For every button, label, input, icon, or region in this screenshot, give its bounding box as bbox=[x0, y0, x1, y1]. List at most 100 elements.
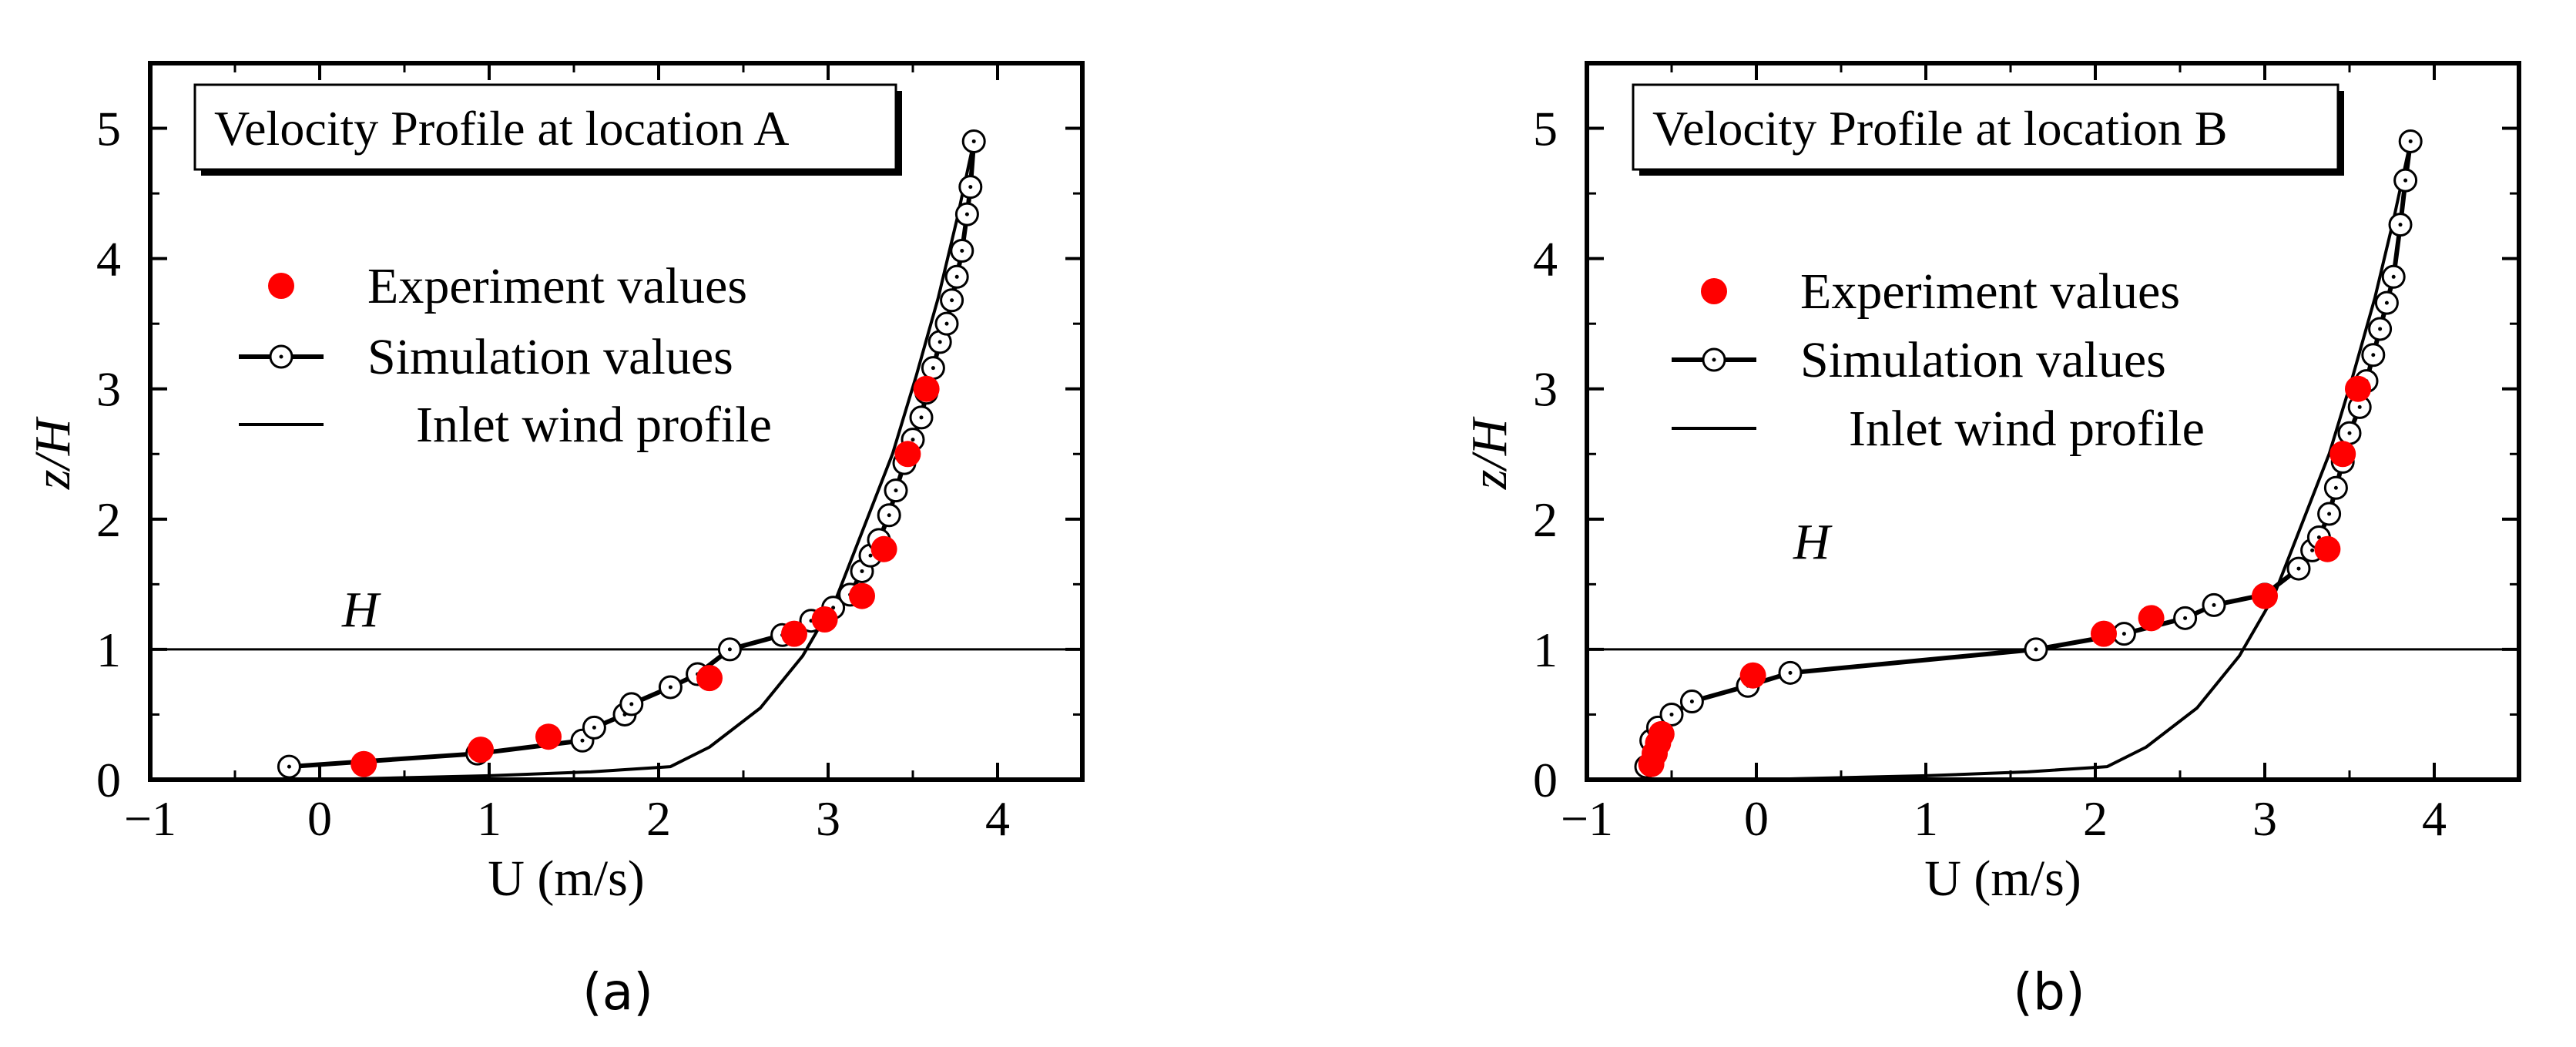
simulation-point-dot bbox=[580, 738, 585, 743]
x-tick-label: 0 bbox=[307, 791, 332, 846]
x-tick-label: 3 bbox=[816, 791, 840, 846]
y-tick-label: 0 bbox=[1533, 753, 1558, 807]
simulation-point-dot bbox=[2371, 353, 2376, 357]
y-tick-label: 2 bbox=[1533, 492, 1558, 547]
y-tick-label: 3 bbox=[1533, 362, 1558, 417]
legend-simulation-label: Simulation values bbox=[1800, 332, 2166, 388]
experiment-point bbox=[351, 750, 377, 777]
x-tick-label: 3 bbox=[2252, 791, 2277, 846]
simulation-point-dot bbox=[2212, 602, 2216, 607]
panel-caption: (a) bbox=[582, 962, 653, 1022]
experiment-point bbox=[811, 606, 838, 633]
title-box bbox=[1632, 83, 2340, 171]
simulation-point-dot bbox=[894, 488, 898, 493]
simulation-point-dot bbox=[2384, 300, 2389, 305]
simulation-point-dot bbox=[2316, 535, 2321, 539]
chart-title: Velocity Profile at location A bbox=[214, 101, 790, 156]
chart-title: Velocity Profile at location B bbox=[1652, 101, 2228, 156]
legend-simulation-marker-dot bbox=[279, 354, 283, 359]
legend-experiment-label: Experiment values bbox=[1800, 263, 2180, 320]
plot-frame bbox=[1585, 61, 2521, 782]
y-tick-label: 0 bbox=[96, 753, 121, 807]
simulation-point-dot bbox=[831, 606, 836, 610]
experiment-point bbox=[781, 620, 807, 647]
simulation-line bbox=[289, 141, 977, 770]
simulation-point-dot bbox=[954, 274, 959, 279]
plot-frame bbox=[148, 61, 1085, 782]
legend-simulation-label: Simulation values bbox=[367, 329, 733, 385]
x-tick-label: 0 bbox=[1744, 791, 1769, 846]
simulation-point-dot bbox=[950, 298, 954, 303]
legend-experiment-marker bbox=[1701, 278, 1727, 304]
simulation-point-dot bbox=[592, 725, 596, 730]
simulation-point-dot bbox=[944, 321, 949, 326]
y-tick-label: 1 bbox=[96, 622, 121, 677]
experiment-point bbox=[2345, 375, 2371, 402]
inlet-profile-line bbox=[1756, 141, 2413, 781]
y-tick-label: 5 bbox=[96, 102, 121, 156]
simulation-point-dot bbox=[2296, 566, 2301, 571]
experiment-point bbox=[1739, 662, 1766, 689]
y-tick-label: 4 bbox=[96, 232, 121, 287]
experiment-point bbox=[468, 737, 494, 763]
legend-experiment-label: Experiment values bbox=[367, 258, 747, 314]
panel-caption: (b) bbox=[2013, 962, 2085, 1022]
x-tick-label: 1 bbox=[1914, 791, 1938, 846]
simulation-point-dot bbox=[887, 513, 891, 518]
x-tick-label: 4 bbox=[2422, 791, 2447, 846]
simulation-point-dot bbox=[1669, 712, 1674, 716]
legend-inlet-label: Inlet wind profile bbox=[1849, 401, 2205, 457]
x-axis-label: U (m/s) bbox=[488, 851, 644, 907]
experiment-point bbox=[696, 665, 723, 692]
y-tick-label: 5 bbox=[1533, 102, 1558, 156]
experiment-point bbox=[2329, 441, 2356, 468]
x-tick-label: −1 bbox=[1561, 791, 1613, 846]
simulation-point-dot bbox=[2310, 548, 2315, 552]
legend-simulation-marker-dot bbox=[1712, 357, 1716, 362]
height-label: H bbox=[341, 582, 381, 638]
x-tick-label: 2 bbox=[2083, 791, 2108, 846]
simulation-point-dot bbox=[931, 366, 935, 371]
experiment-point bbox=[2091, 620, 2117, 647]
simulation-point-dot bbox=[2408, 139, 2413, 143]
simulation-point-dot bbox=[937, 340, 942, 344]
inlet-profile-line bbox=[319, 141, 976, 781]
y-tick-label: 2 bbox=[96, 492, 121, 547]
y-tick-label: 1 bbox=[1533, 622, 1558, 677]
experiment-point bbox=[849, 582, 875, 609]
simulation-point-dot bbox=[629, 702, 634, 706]
x-axis-label: U (m/s) bbox=[1924, 851, 2081, 907]
simulation-point-dot bbox=[2327, 512, 2332, 516]
experiment-point bbox=[870, 535, 897, 562]
experiment-point bbox=[2138, 605, 2165, 632]
simulation-point-dot bbox=[2398, 223, 2403, 227]
simulation-point-dot bbox=[2403, 178, 2408, 183]
simulation-point-dot bbox=[2378, 327, 2383, 331]
simulation-point-dot bbox=[960, 248, 964, 253]
simulation-point-dot bbox=[971, 139, 976, 143]
y-tick-label: 4 bbox=[1533, 232, 1558, 287]
simulation-point-dot bbox=[1689, 700, 1694, 704]
simulation-point-dot bbox=[2122, 632, 2126, 636]
simulation-point-dot bbox=[911, 438, 915, 442]
simulation-point-dot bbox=[860, 569, 864, 573]
simulation-point-dot bbox=[964, 212, 969, 216]
y-axis-label: z/H bbox=[25, 416, 81, 490]
simulation-point-dot bbox=[2183, 616, 2188, 620]
x-tick-label: 2 bbox=[646, 791, 671, 846]
y-tick-label: 3 bbox=[96, 362, 121, 417]
simulation-point-dot bbox=[919, 415, 924, 420]
x-tick-label: 4 bbox=[985, 791, 1010, 846]
x-tick-label: 1 bbox=[477, 791, 501, 846]
simulation-point-dot bbox=[287, 764, 291, 769]
experiment-point bbox=[2314, 535, 2341, 562]
simulation-point-dot bbox=[2034, 647, 2038, 652]
experiment-point bbox=[894, 441, 921, 468]
experiment-point bbox=[535, 723, 562, 750]
simulation-point-dot bbox=[668, 685, 673, 690]
simulation-point-dot bbox=[2333, 485, 2338, 490]
simulation-point-dot bbox=[2347, 431, 2352, 435]
simulation-point-dot bbox=[2391, 274, 2396, 279]
